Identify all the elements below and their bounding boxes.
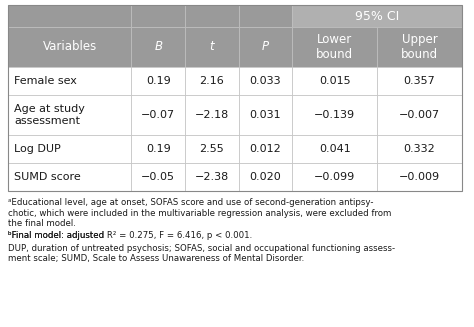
Bar xyxy=(8,5,131,27)
Bar xyxy=(377,67,462,95)
Text: 0.357: 0.357 xyxy=(404,76,436,86)
Bar xyxy=(238,135,292,163)
Bar xyxy=(238,27,292,67)
Text: Lower
bound: Lower bound xyxy=(316,33,353,61)
Bar xyxy=(131,27,185,67)
Bar xyxy=(8,135,131,163)
Text: 2.16: 2.16 xyxy=(200,76,224,86)
Bar xyxy=(377,135,462,163)
Text: −0.139: −0.139 xyxy=(314,110,355,120)
Text: SUMD score: SUMD score xyxy=(14,172,81,182)
Bar xyxy=(292,163,377,191)
Text: 0.012: 0.012 xyxy=(249,144,281,154)
Text: 0.033: 0.033 xyxy=(250,76,281,86)
Bar xyxy=(8,5,462,191)
Text: 0.015: 0.015 xyxy=(319,76,350,86)
Text: 2.55: 2.55 xyxy=(200,144,224,154)
Bar xyxy=(238,163,292,191)
Text: t: t xyxy=(210,41,214,54)
Bar xyxy=(185,5,238,27)
Text: chotic, which were included in the multivariable regression analysis, were exclu: chotic, which were included in the multi… xyxy=(8,209,392,217)
Text: −0.009: −0.009 xyxy=(399,172,440,182)
Text: −0.099: −0.099 xyxy=(314,172,356,182)
Bar xyxy=(292,135,377,163)
Text: ᵇFinal model: adjusted R² = 0.275, F = 6.416, p < 0.001.: ᵇFinal model: adjusted R² = 0.275, F = 6… xyxy=(8,232,252,240)
Text: −0.007: −0.007 xyxy=(399,110,440,120)
Text: −2.18: −2.18 xyxy=(195,110,229,120)
Bar xyxy=(377,27,462,67)
Text: ment scale; SUMD, Scale to Assess Unawareness of Mental Disorder.: ment scale; SUMD, Scale to Assess Unawar… xyxy=(8,254,304,264)
Text: −0.07: −0.07 xyxy=(141,110,175,120)
Bar xyxy=(131,135,185,163)
Bar xyxy=(131,67,185,95)
Bar xyxy=(292,5,462,27)
Text: Log DUP: Log DUP xyxy=(14,144,61,154)
Bar xyxy=(8,163,131,191)
Bar xyxy=(292,27,377,67)
Text: 0.332: 0.332 xyxy=(404,144,436,154)
Bar xyxy=(8,67,131,95)
Bar xyxy=(238,67,292,95)
Text: B: B xyxy=(154,41,162,54)
Bar xyxy=(238,5,292,27)
Bar xyxy=(8,27,131,67)
Bar xyxy=(185,95,238,135)
Text: DUP, duration of untreated psychosis; SOFAS, social and occupational functioning: DUP, duration of untreated psychosis; SO… xyxy=(8,244,395,253)
Text: ᵃEducational level, age at onset, SOFAS score and use of second-generation antip: ᵃEducational level, age at onset, SOFAS … xyxy=(8,198,374,207)
Text: Upper
bound: Upper bound xyxy=(401,33,438,61)
Text: −2.38: −2.38 xyxy=(195,172,229,182)
Bar xyxy=(377,163,462,191)
Text: 0.19: 0.19 xyxy=(146,76,171,86)
Text: 0.031: 0.031 xyxy=(250,110,281,120)
Bar xyxy=(185,27,238,67)
Text: ᵇFinal model: adjusted: ᵇFinal model: adjusted xyxy=(8,232,107,240)
Bar xyxy=(131,95,185,135)
Bar xyxy=(185,67,238,95)
Text: the final model.: the final model. xyxy=(8,219,76,228)
Text: 0.020: 0.020 xyxy=(249,172,281,182)
Text: P: P xyxy=(262,41,269,54)
Text: Female sex: Female sex xyxy=(14,76,77,86)
Bar xyxy=(185,163,238,191)
Bar xyxy=(131,5,185,27)
Text: 95% CI: 95% CI xyxy=(355,9,399,23)
Bar xyxy=(292,67,377,95)
Text: 0.041: 0.041 xyxy=(319,144,351,154)
Text: −0.05: −0.05 xyxy=(141,172,175,182)
Text: Variables: Variables xyxy=(43,41,97,54)
Bar xyxy=(185,135,238,163)
Bar xyxy=(377,95,462,135)
Bar xyxy=(8,95,131,135)
Bar xyxy=(131,163,185,191)
Text: 0.19: 0.19 xyxy=(146,144,171,154)
Bar xyxy=(292,95,377,135)
Text: Age at study
assessment: Age at study assessment xyxy=(14,104,85,126)
Bar xyxy=(238,95,292,135)
